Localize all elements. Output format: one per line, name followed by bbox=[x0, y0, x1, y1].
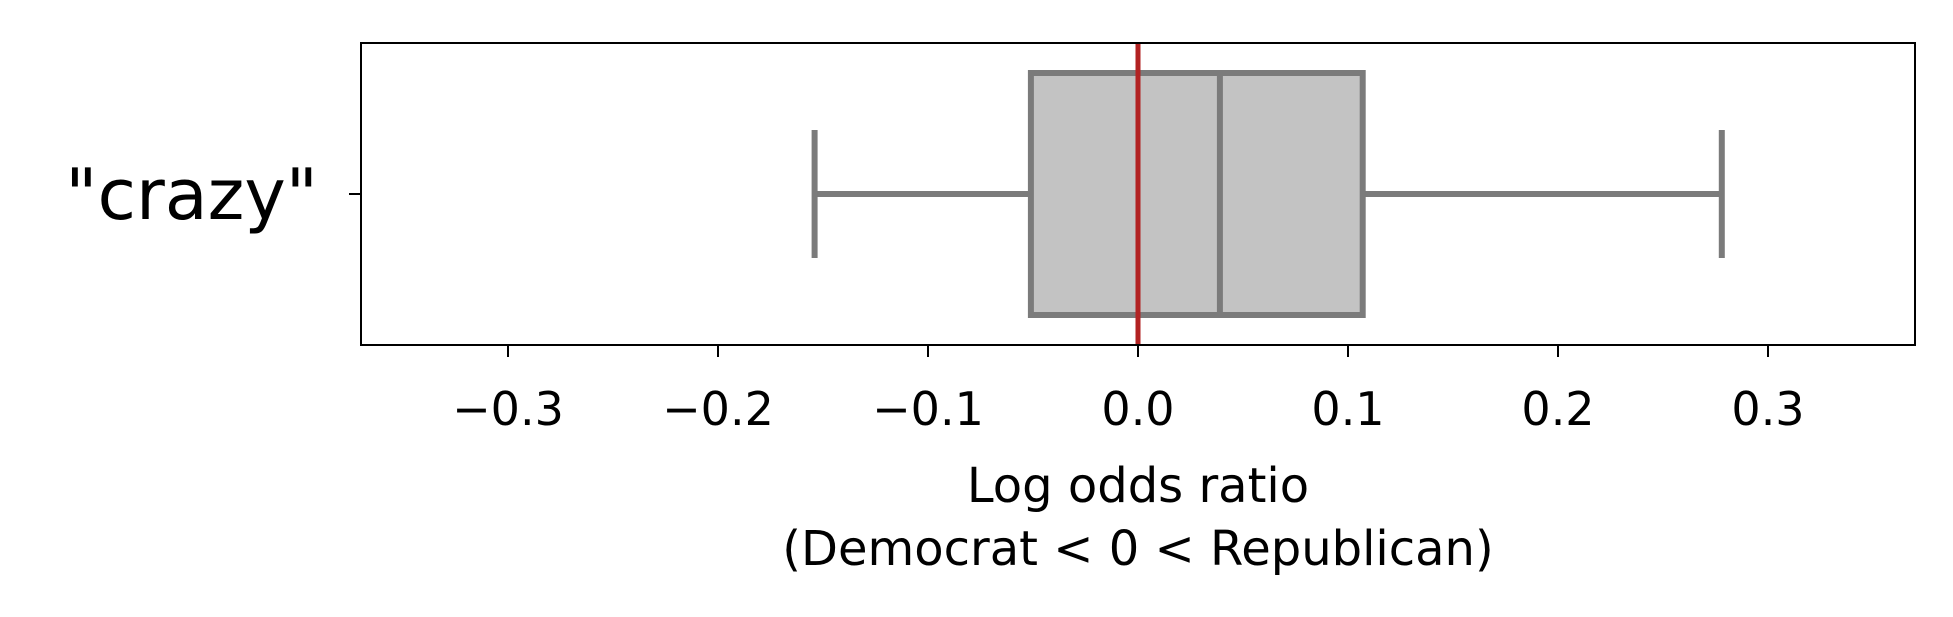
iqr-box bbox=[1027, 70, 1366, 318]
x-axis-ticks: −0.3 −0.2 −0.1 0.0 0.1 0.2 0.3 bbox=[452, 345, 1805, 436]
x-tick-label: −0.3 bbox=[452, 382, 564, 436]
x-tick-label: 0.3 bbox=[1731, 382, 1804, 436]
x-axis-sublabel: (Democrat < 0 < Republican) bbox=[782, 521, 1493, 577]
x-tick-label: −0.1 bbox=[872, 382, 984, 436]
x-tick-label: 0.2 bbox=[1521, 382, 1594, 436]
x-tick-label: 0.0 bbox=[1101, 382, 1174, 436]
category-label: "crazy" bbox=[65, 154, 318, 236]
x-tick-label: 0.1 bbox=[1311, 382, 1384, 436]
x-axis-label: Log odds ratio bbox=[967, 458, 1309, 514]
x-tick-label: −0.2 bbox=[662, 382, 774, 436]
box-marks bbox=[811, 43, 1725, 345]
